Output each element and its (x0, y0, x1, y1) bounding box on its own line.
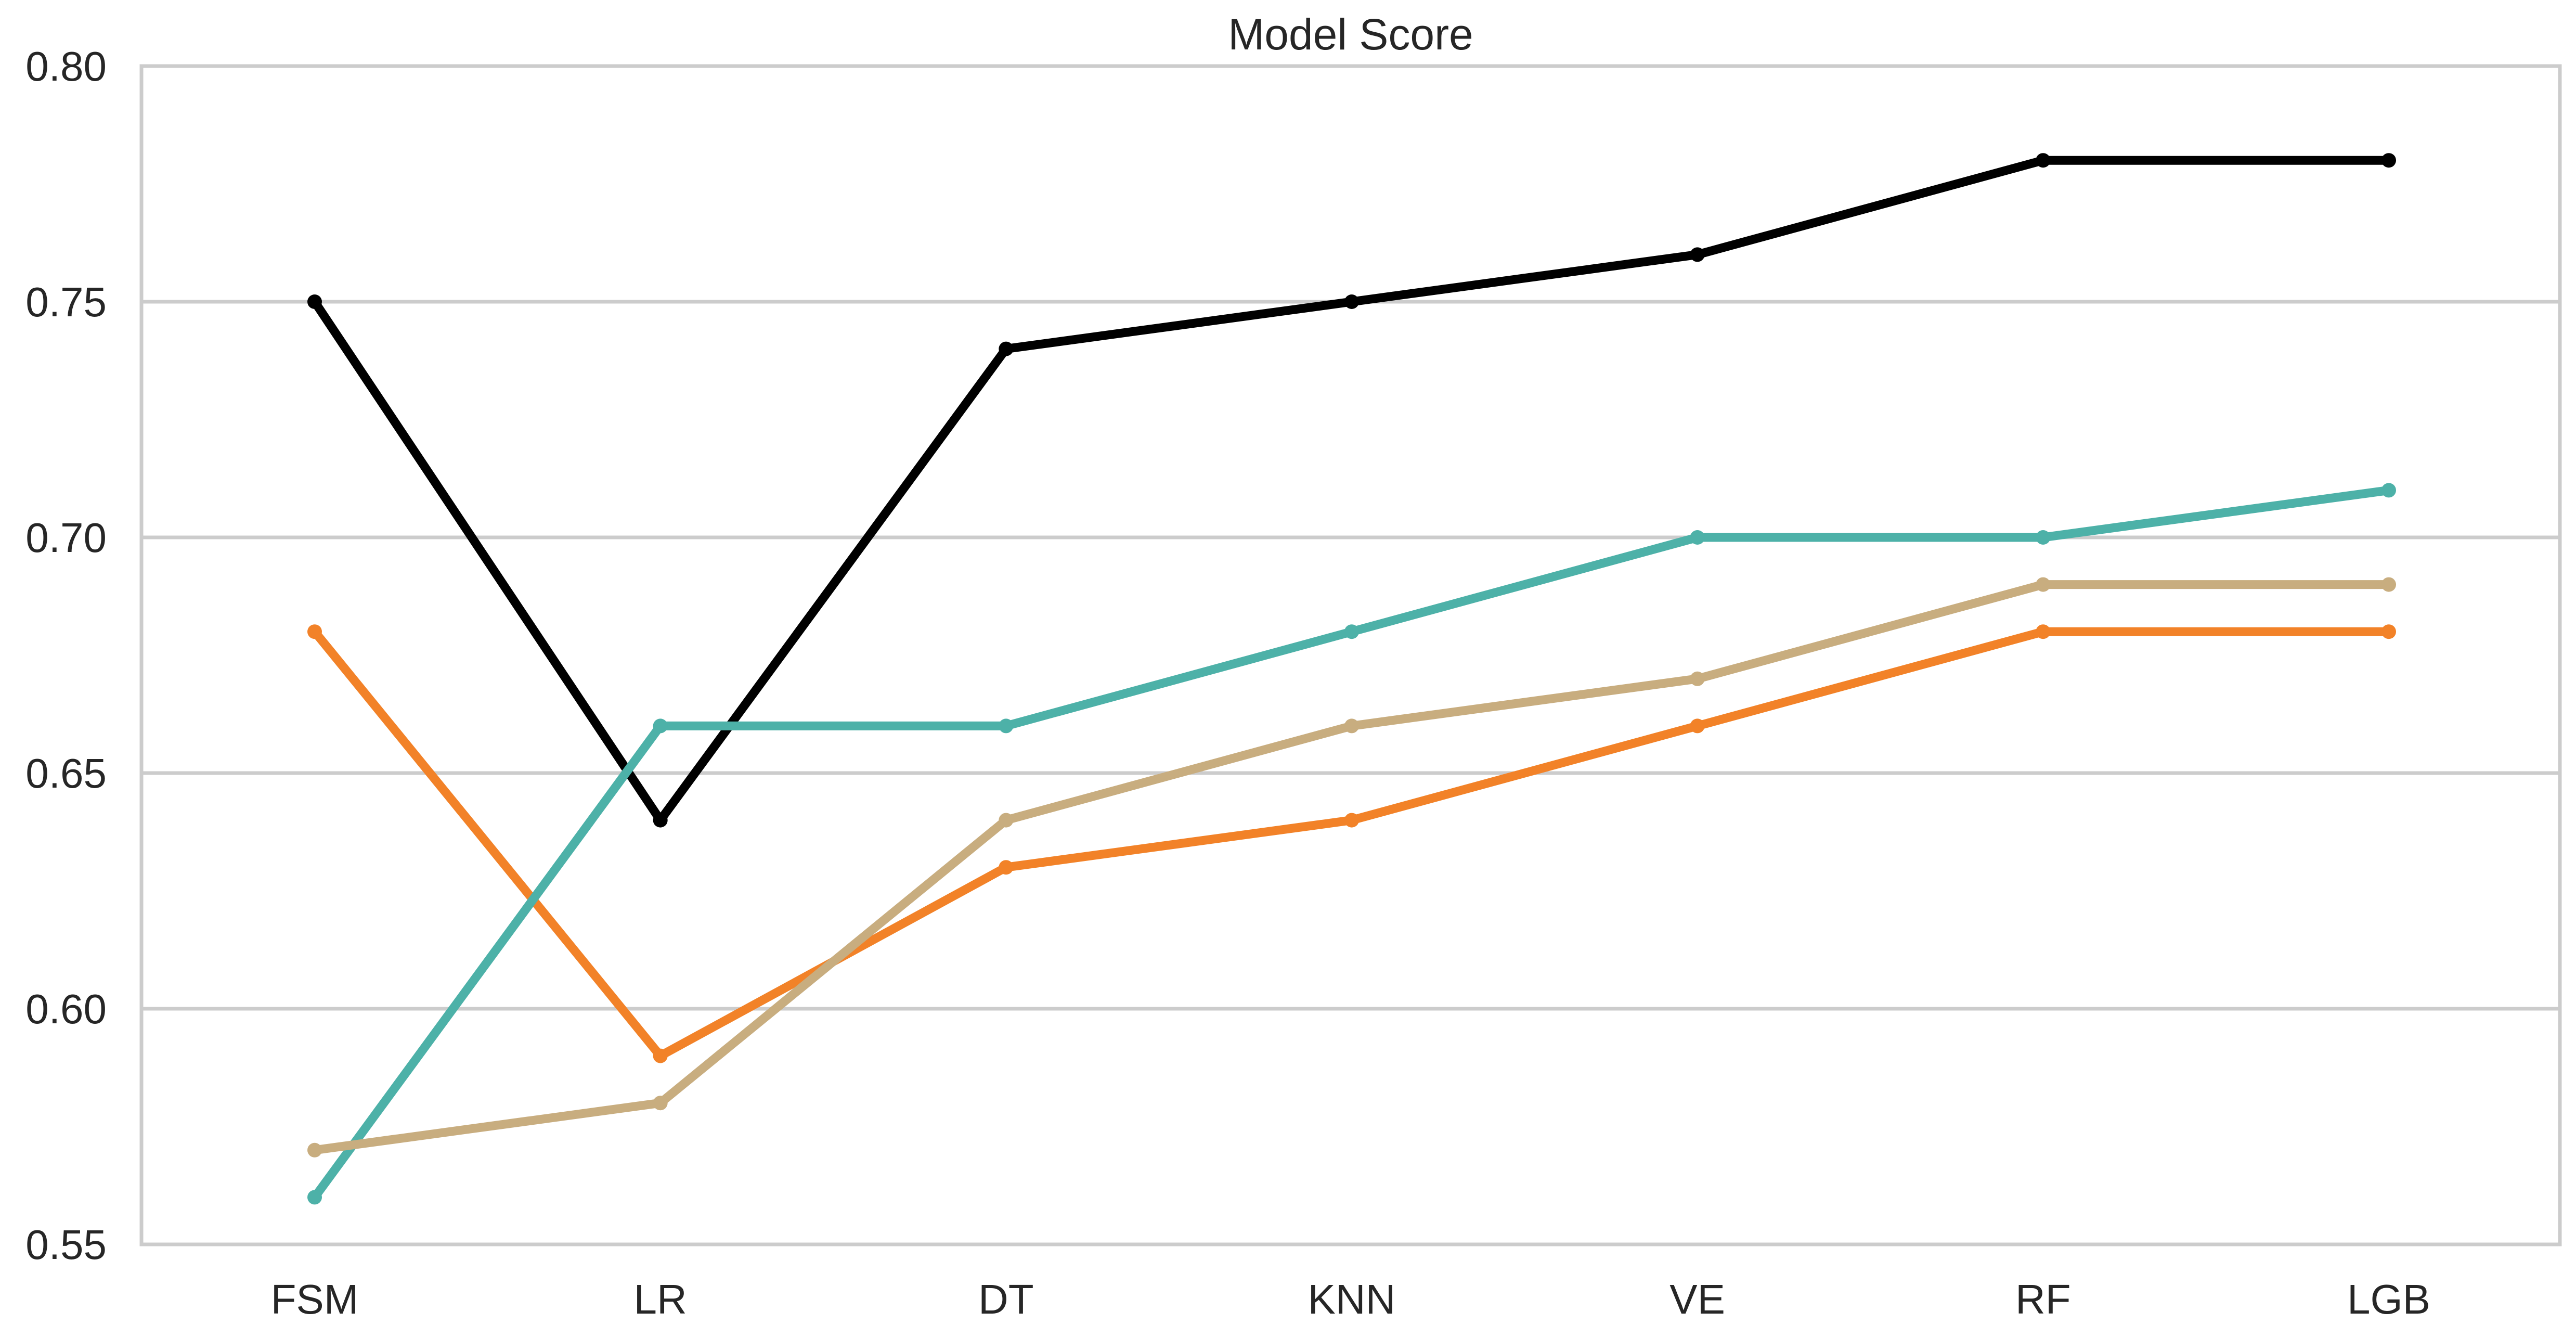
series-line (310, 580, 2393, 1155)
series-1 (307, 153, 2396, 828)
x-tick-label: LGB (2347, 1276, 2430, 1322)
data-point (2381, 624, 2396, 639)
data-point (1690, 671, 1705, 686)
data-point (307, 1142, 322, 1158)
data-point (999, 860, 1014, 875)
series-line (310, 485, 2393, 1202)
data-point (2036, 624, 2051, 639)
gridlines (141, 64, 2560, 1246)
data-point (1344, 718, 1359, 734)
data-point (999, 813, 1014, 828)
data-point (1690, 247, 1705, 262)
y-tick-label: 0.75 (25, 279, 107, 325)
y-tick-label: 0.80 (25, 43, 107, 89)
data-point (2381, 483, 2396, 498)
data-point (307, 1190, 322, 1205)
data-point (2381, 153, 2396, 168)
series-line (310, 627, 2393, 1061)
x-tick-label: LR (634, 1276, 687, 1322)
data-point (1690, 530, 1705, 545)
series-3 (307, 483, 2396, 1205)
data-point (653, 1096, 668, 1111)
data-point (653, 1048, 668, 1063)
x-tick-label: FSM (271, 1276, 359, 1322)
series-4 (307, 577, 2396, 1158)
data-point (307, 294, 322, 309)
data-point (999, 718, 1014, 734)
data-point (307, 624, 322, 639)
x-tick-labels: FSM LR DT KNN VE RF LGB (271, 1276, 2430, 1322)
data-point (2036, 577, 2051, 592)
y-tick-label: 0.70 (25, 515, 107, 561)
x-tick-label: DT (978, 1276, 1034, 1322)
data-point (1344, 294, 1359, 309)
data-point (1344, 624, 1359, 639)
series-2 (307, 624, 2396, 1063)
data-point (2036, 530, 2051, 545)
plot-frame (139, 64, 2562, 1246)
data-point (1344, 813, 1359, 828)
x-tick-label: RF (2015, 1276, 2071, 1322)
y-tick-label: 0.65 (25, 750, 107, 796)
data-point (2036, 153, 2051, 168)
series-group (307, 153, 2396, 1205)
data-point (653, 718, 668, 734)
x-tick-label: VE (1669, 1276, 1725, 1322)
data-point (999, 341, 1014, 356)
y-tick-labels: 0.55 0.60 0.65 0.70 0.75 0.80 (25, 43, 107, 1268)
chart-title: Model Score (1228, 10, 1473, 59)
y-tick-label: 0.60 (25, 986, 107, 1032)
data-point (1690, 718, 1705, 734)
data-point (653, 813, 668, 828)
x-tick-label: KNN (1308, 1276, 1396, 1322)
y-tick-label: 0.55 (25, 1222, 107, 1268)
data-point (2381, 577, 2396, 592)
